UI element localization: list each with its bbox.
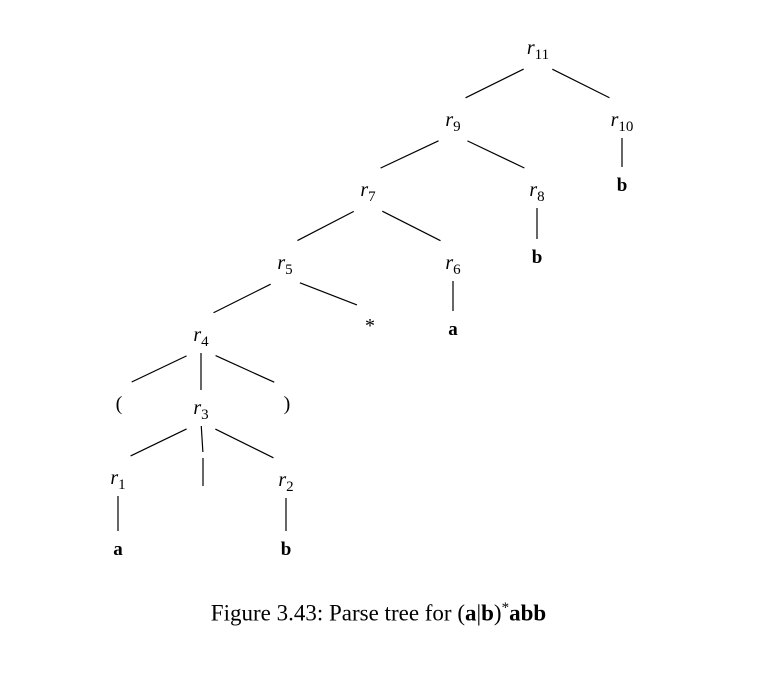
- tree-edge-r3-bar: [200, 425, 204, 453]
- tree-node-r10: r10: [611, 109, 634, 135]
- tree-edge-r3-r1: [130, 428, 187, 457]
- tree-node-r1: r1: [110, 467, 125, 493]
- caption-close-paren: ): [493, 600, 502, 626]
- caption-star: *: [501, 600, 510, 616]
- caption-b: b: [481, 600, 494, 626]
- tree-edge-r7-r5: [297, 210, 355, 242]
- tree-symbol-star: *: [365, 315, 375, 337]
- tree-node-r8: r8: [529, 179, 544, 205]
- tree-edge-r7-r6: [382, 210, 441, 242]
- tree-edge-r9-r7: [380, 140, 439, 169]
- figure-caption: Figure 3.43: Parse tree for (a|b)*abb: [0, 600, 757, 627]
- tree-node-r9: r9: [445, 109, 460, 135]
- tree-leaf-b1: b: [617, 175, 628, 196]
- tree-edge-r5-star: [299, 282, 358, 306]
- caption-tail: abb: [509, 600, 547, 626]
- tree-leaf-b3: b: [281, 539, 292, 560]
- tree-node-r11: r11: [527, 37, 549, 63]
- tree-edge-r4-rp: [215, 355, 275, 383]
- tree-edge-r5-r4: [213, 283, 271, 314]
- caption-a: a: [465, 600, 477, 626]
- tree-node-r7: r7: [360, 179, 376, 205]
- caption-open-paren: (: [457, 600, 466, 626]
- tree-edges: [117, 68, 623, 531]
- tree-node-r5: r5: [277, 252, 292, 278]
- tree-leaf-a1: a: [448, 319, 458, 340]
- tree-node-r3: r3: [193, 397, 208, 423]
- tree-symbol-lp: (: [116, 393, 123, 415]
- tree-node-r6: r6: [445, 252, 461, 278]
- tree-leaf-a2: a: [113, 539, 123, 560]
- tree-edge-r11-r10: [552, 68, 610, 99]
- caption-bar: |: [476, 600, 482, 626]
- tree-node-r4: r4: [193, 324, 209, 350]
- tree-edge-r4-lp: [131, 355, 187, 383]
- tree-edge-r11-r9: [465, 68, 524, 99]
- tree-edge-r3-r2: [215, 428, 274, 459]
- tree-symbol-rp: ): [284, 393, 291, 415]
- caption-text: Figure 3.43: Parse tree for: [210, 600, 458, 626]
- tree-node-r2: r2: [278, 469, 293, 495]
- tree-edge-r9-r8: [467, 140, 525, 169]
- tree-leaf-b2: b: [532, 247, 543, 268]
